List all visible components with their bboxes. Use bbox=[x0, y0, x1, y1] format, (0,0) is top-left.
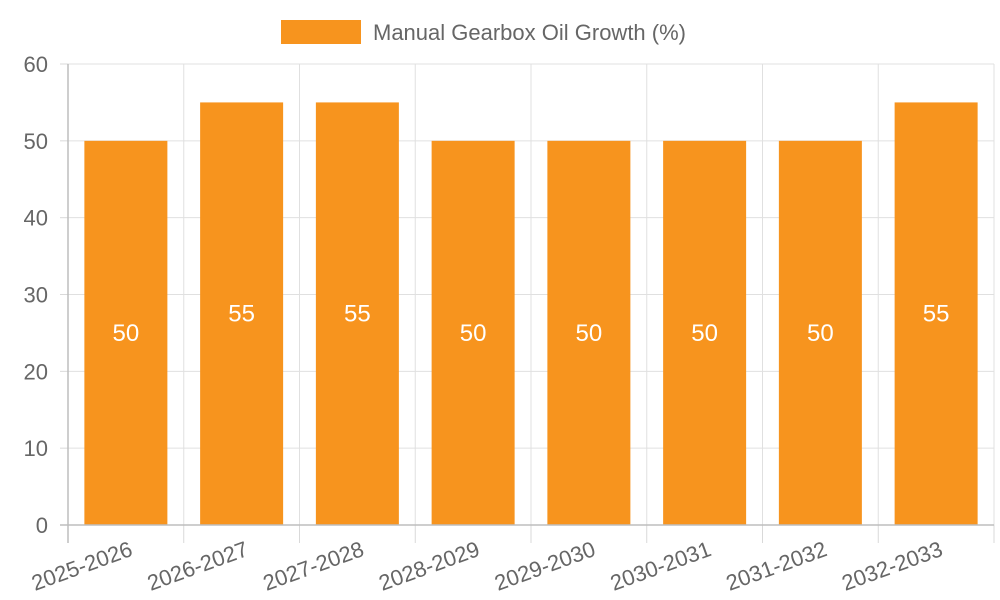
bar[interactable] bbox=[431, 140, 515, 526]
x-tick-label: 2025-2026 bbox=[28, 536, 135, 595]
x-axis-tick-labels: 2025-2026 2026-2027 2027-2028 2028-2029 2029… bbox=[28, 536, 946, 595]
bar-value-label: 55 bbox=[344, 301, 371, 328]
x-tick-label: 2026-2027 bbox=[144, 536, 251, 595]
bar-value-label: 50 bbox=[460, 320, 487, 347]
x-tick-label: 2030-2031 bbox=[607, 536, 714, 595]
legend-swatch bbox=[281, 20, 361, 44]
bar[interactable] bbox=[547, 140, 631, 526]
bar-value-label: 55 bbox=[228, 301, 255, 328]
y-tick-label: 50 bbox=[24, 129, 48, 154]
x-tick-label: 2029-2030 bbox=[491, 536, 598, 595]
bar-value-label: 50 bbox=[807, 320, 834, 347]
bar[interactable] bbox=[894, 102, 978, 526]
y-tick-label: 40 bbox=[24, 206, 48, 231]
x-tick-label: 2031-2032 bbox=[723, 536, 830, 595]
y-axis-tick-labels: 0 10 20 30 40 50 60 bbox=[24, 52, 48, 538]
y-tick-label: 30 bbox=[24, 283, 48, 308]
y-tick-label: 60 bbox=[24, 52, 48, 77]
bar[interactable] bbox=[663, 140, 747, 526]
bar[interactable] bbox=[315, 102, 399, 526]
y-tick-label: 0 bbox=[36, 513, 48, 538]
bar[interactable] bbox=[84, 140, 168, 526]
bar-value-label: 50 bbox=[113, 320, 140, 347]
bars bbox=[84, 102, 978, 526]
bar-value-label: 50 bbox=[576, 320, 603, 347]
y-tick-label: 10 bbox=[24, 436, 48, 461]
data-labels: 50 55 55 50 50 50 50 55 bbox=[113, 301, 950, 347]
x-tick-label: 2028-2029 bbox=[375, 536, 482, 595]
bar[interactable] bbox=[778, 140, 862, 526]
y-tick-label: 20 bbox=[24, 359, 48, 384]
bar-value-label: 55 bbox=[923, 301, 950, 328]
legend-label: Manual Gearbox Oil Growth (%) bbox=[373, 20, 686, 45]
legend[interactable]: Manual Gearbox Oil Growth (%) bbox=[281, 20, 686, 45]
x-tick-label: 2032-2033 bbox=[838, 536, 945, 595]
x-tick-label: 2027-2028 bbox=[260, 536, 367, 595]
bar-value-label: 50 bbox=[691, 320, 718, 347]
bar[interactable] bbox=[200, 102, 284, 526]
axes bbox=[60, 63, 995, 543]
